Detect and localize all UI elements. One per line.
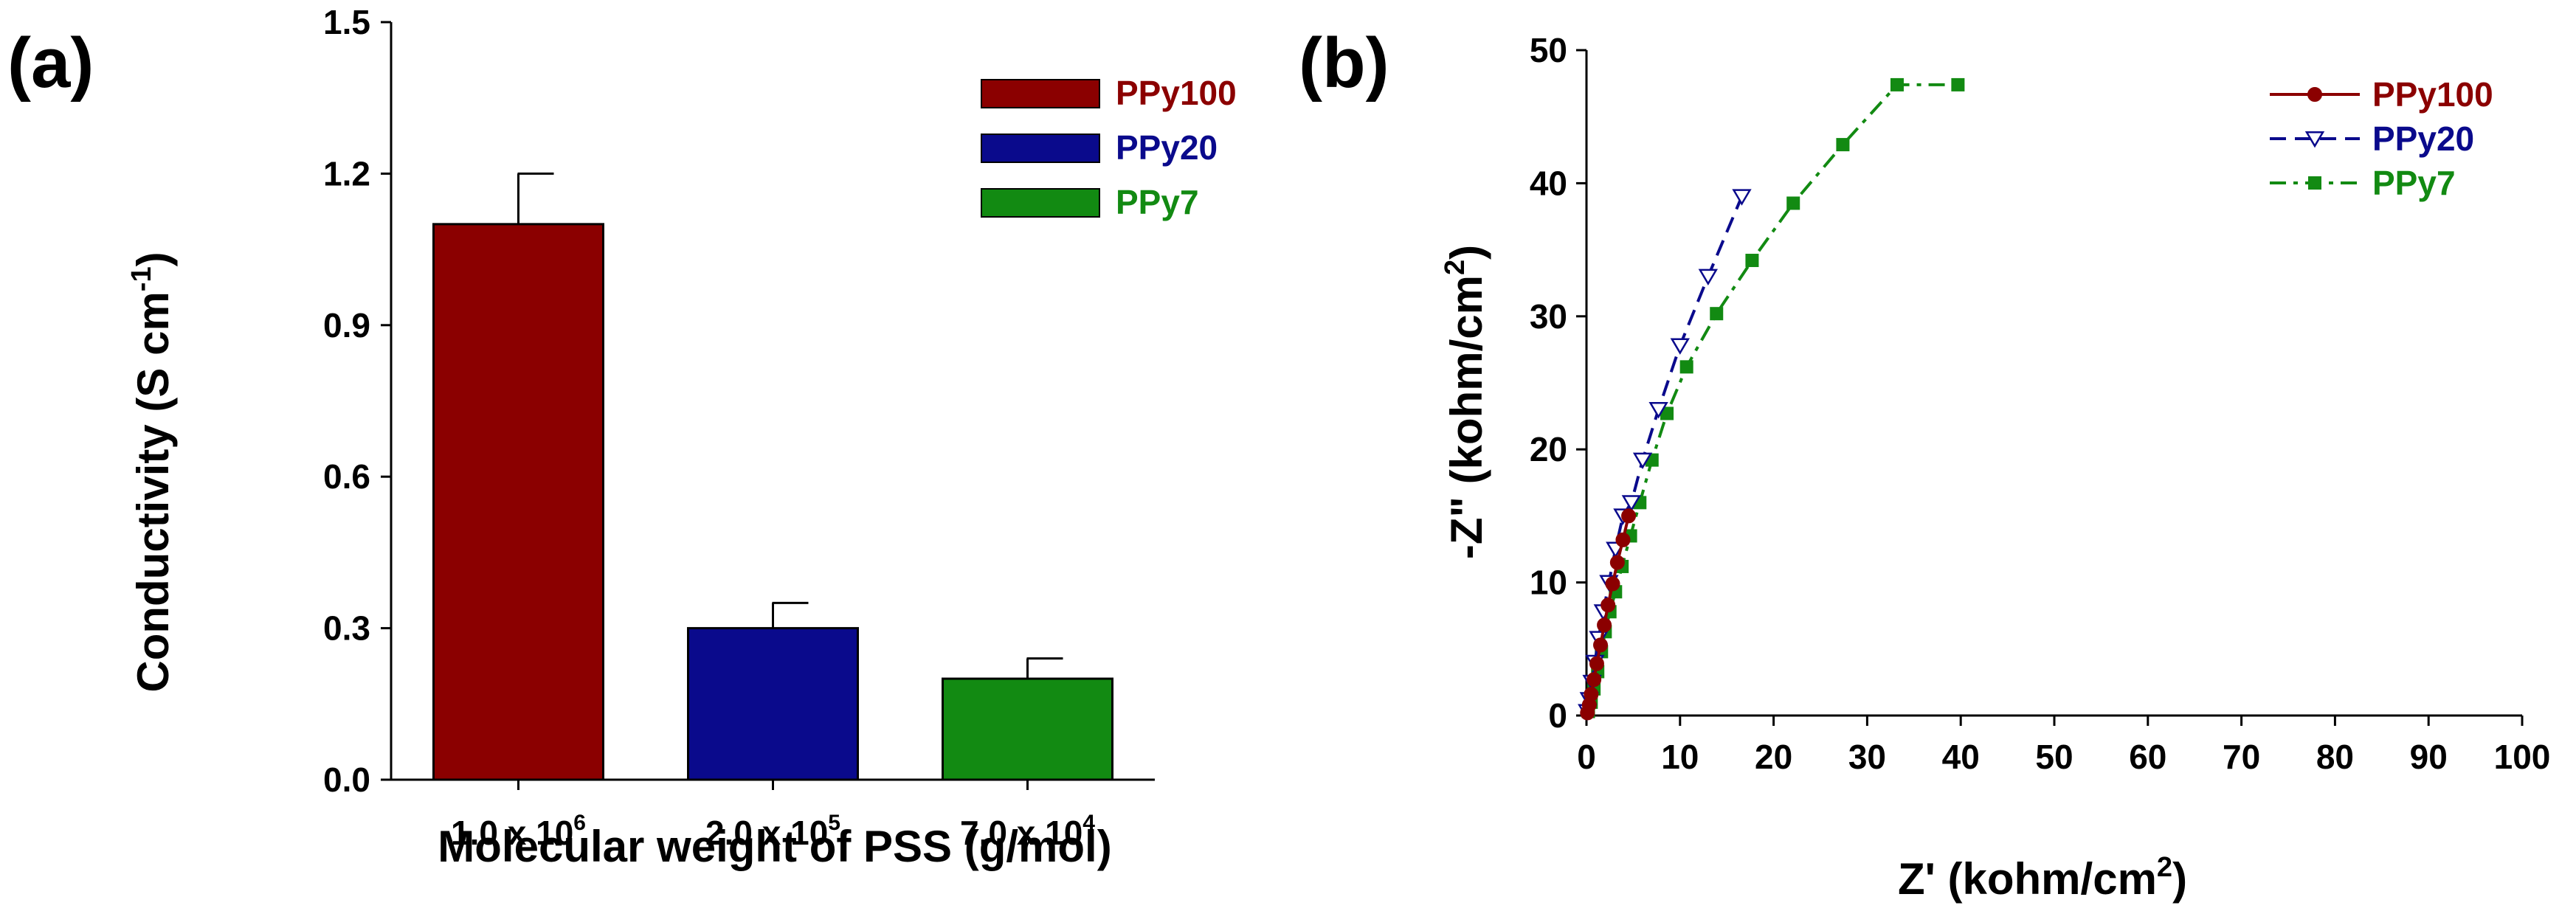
chart-b-x-tick-label: 90: [2410, 738, 2448, 776]
bar-ppy100: [432, 223, 604, 781]
panel-label-a: (a): [7, 24, 94, 103]
chart-b-x-tick-label: 70: [2223, 738, 2260, 776]
chart-b-x-tick-label: 30: [1848, 738, 1886, 776]
data-point-ppy20: [1632, 452, 1653, 469]
data-point-ppy100: [1605, 576, 1620, 592]
chart-a-y-tick-label: 1.5: [323, 3, 370, 41]
chart-a-y-tick-label: 0.6: [323, 457, 370, 496]
legend-marker-b-ppy7: [2308, 176, 2321, 190]
series-line-ppy7: [1586, 83, 1958, 713]
data-point-ppy100: [1589, 656, 1604, 671]
chart-b-x-axis-label: Z' (kohm/cm2): [1898, 852, 2187, 904]
data-point-ppy7: [1890, 77, 1904, 91]
chart-b-x-tick-label: 0: [1577, 738, 1596, 776]
chart-a-y-axis-label: Conductivity (S cm-1): [126, 252, 178, 692]
data-point-ppy7: [1660, 406, 1674, 420]
bar-ppy7: [942, 677, 1113, 781]
legend-swatch-a-ppy7: [981, 188, 1100, 218]
data-point-ppy100: [1609, 555, 1625, 570]
legend-label-b-ppy20: PPy20: [2372, 119, 2474, 158]
chart-b-y-tick-label: 20: [1530, 430, 1567, 468]
legend-label-a-ppy7: PPy7: [1116, 183, 1199, 221]
chart-b-y-tick-label: 0: [1548, 696, 1567, 735]
data-point-ppy100: [1600, 597, 1616, 613]
chart-b-y-axis-label-close: ): [1442, 245, 1491, 260]
chart-b-x-tick-label: 10: [1661, 738, 1699, 776]
data-point-ppy20: [1732, 189, 1752, 206]
bar-ppy20: [687, 627, 859, 781]
data-point-ppy20: [1621, 495, 1642, 512]
data-point-ppy20: [1698, 269, 1719, 286]
chart-b-y-axis-label-main: -Z" (kohm/cm: [1442, 275, 1491, 559]
legend-label-a-ppy20: PPy20: [1116, 128, 1218, 167]
chart-a-y-tick-label: 0.9: [323, 306, 370, 344]
legend-marker-b-ppy100: [2307, 87, 2322, 102]
chart-b-x-axis-label-exp: 2: [2157, 852, 2172, 883]
data-point-ppy100: [1586, 672, 1602, 687]
data-point-ppy7: [1679, 360, 1693, 374]
legend-swatch-a-ppy100: [981, 79, 1100, 108]
data-point-ppy7: [1710, 307, 1724, 321]
chart-a-x-tick-label: 1.0 x 106: [451, 811, 586, 852]
data-point-ppy100: [1593, 637, 1609, 653]
legend-label-a-ppy100: PPy100: [1116, 74, 1237, 112]
chart-a-x-axis-label: Molecular weight of PSS (g/mol): [438, 822, 1111, 871]
legend-label-b-ppy100: PPy100: [2372, 75, 2493, 114]
chart-b-y-tick-label: 10: [1530, 564, 1567, 602]
data-point-ppy20: [1670, 338, 1690, 355]
chart-b-y-axis-label-exp: 2: [1440, 260, 1471, 275]
chart-b-plot: 0 10 20 30 40 50 60 70 80 90 100 0 10 20 30 40 50 PPy100 P…: [1530, 31, 2551, 776]
chart-b-y-tick-label: 40: [1530, 164, 1567, 202]
legend-swatch-a-ppy20: [981, 134, 1100, 163]
data-point-ppy20: [1648, 402, 1668, 419]
data-point-ppy100: [1615, 532, 1631, 547]
chart-a-y-axis-label-main: Conductivity (S cm: [128, 291, 178, 692]
chart-a-x-tick-label: 7.0 x 104: [960, 811, 1095, 852]
data-point-ppy7: [1786, 196, 1800, 210]
data-point-ppy100: [1621, 508, 1637, 524]
chart-b-x-axis-label-close: ): [2172, 854, 2187, 904]
data-point-ppy7: [1951, 77, 1965, 91]
chart-a-plot: 0.0 0.3 0.6 0.9 1.2 1.5 1.0 x 106 2.0 x 105 7.0 …: [323, 3, 1237, 852]
chart-b-x-tick-label: 50: [2035, 738, 2073, 776]
chart-a-y-axis-label-exp: -1: [126, 266, 157, 291]
chart-a-y-axis-label-close: ): [128, 252, 178, 266]
legend-marker-b-ppy20: [2304, 131, 2325, 148]
chart-b-y-axis-label: -Z" (kohm/cm2): [1440, 245, 1491, 559]
chart-b-x-tick-label: 80: [2316, 738, 2354, 776]
chart-b-x-tick-label: 60: [2129, 738, 2166, 776]
chart-b-x-axis-label-main: Z' (kohm/cm: [1898, 854, 2157, 904]
data-point-ppy100: [1597, 617, 1612, 633]
chart-b-y-tick-label: 50: [1530, 31, 1567, 69]
chart-a-y-tick-label: 0.0: [323, 761, 370, 799]
chart-b-x-tick-label: 40: [1942, 738, 1980, 776]
data-point-ppy100: [1584, 687, 1599, 702]
panel-label-b: (b): [1299, 24, 1389, 103]
chart-b-x-tick-label: 20: [1755, 738, 1792, 776]
chart-a-y-tick-label: 1.2: [323, 154, 370, 193]
chart-a-y-tick-label: 0.3: [323, 609, 370, 648]
chart-a-x-tick-label: 2.0 x 105: [705, 811, 840, 852]
chart-b-y-tick-label: 30: [1530, 297, 1567, 336]
data-point-ppy7: [1745, 254, 1759, 268]
data-point-ppy7: [1836, 138, 1850, 152]
chart-b-x-tick-label: 100: [2494, 738, 2551, 776]
legend-label-b-ppy7: PPy7: [2372, 164, 2456, 202]
